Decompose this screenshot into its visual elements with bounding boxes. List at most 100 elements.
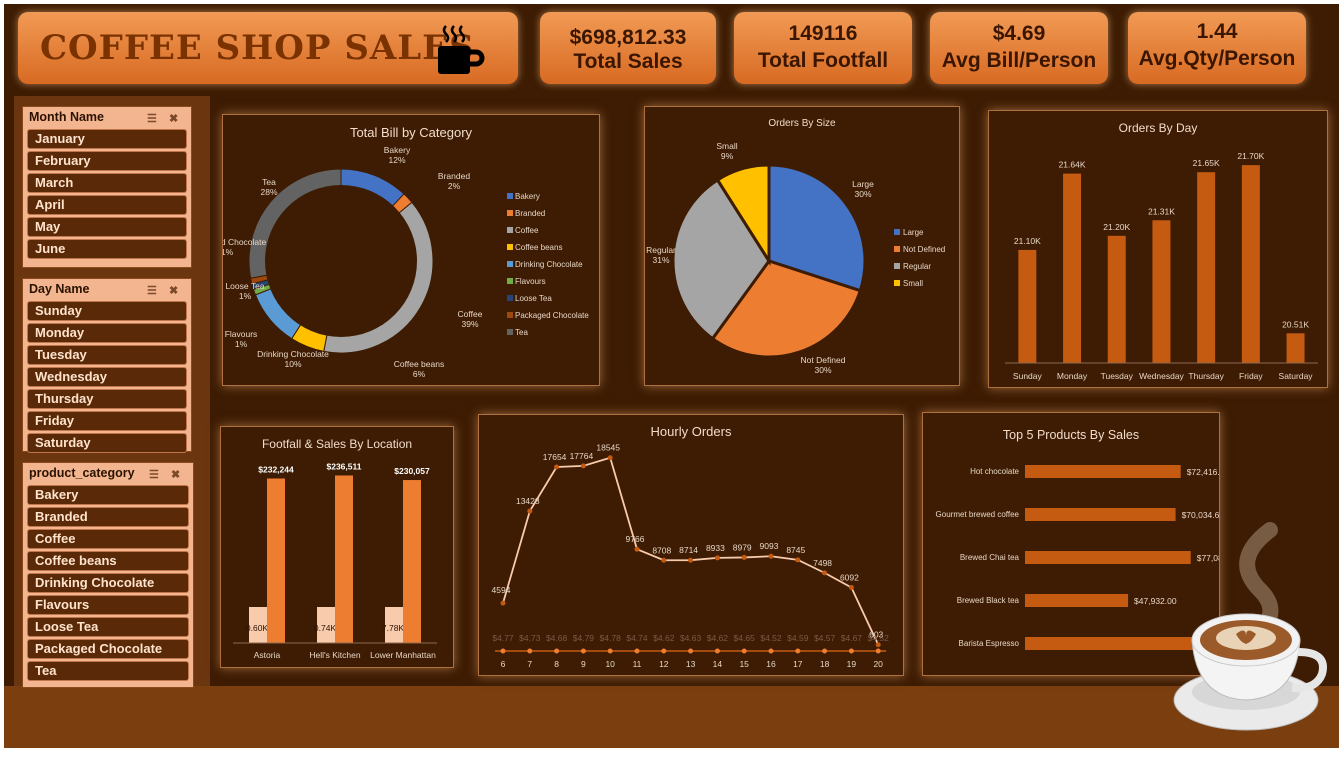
legend-swatch <box>507 193 513 199</box>
legend-label: Not Defined <box>903 245 945 254</box>
data-label: Branded 2% <box>438 171 470 191</box>
tick-label: 11 <box>633 659 642 669</box>
data-point <box>554 464 560 470</box>
pie-slice <box>671 177 771 341</box>
slicer-item-january[interactable]: January <box>27 129 187 149</box>
slicer-item-drinking-chocolate[interactable]: Drinking Chocolate <box>27 573 189 593</box>
data-label: Not Defined 30% <box>801 355 846 375</box>
multi-select-icon[interactable]: ☰ <box>147 285 157 297</box>
slicer-header: Day Name ☰ ✖ <box>23 279 191 299</box>
legend-label: Large <box>903 228 924 237</box>
slicer-item-june[interactable]: June <box>27 239 187 259</box>
tick-label: 15 <box>739 659 749 669</box>
data-label: 6092 <box>840 573 859 583</box>
data-label: $4.63 <box>680 633 702 643</box>
pie-slice <box>710 259 863 359</box>
chart-orders-by-size[interactable]: Orders By Size Large 30% Not Defined 30% Reg… <box>644 106 960 386</box>
chart-top-products[interactable]: Top 5 Products By Sales Hot chocolate $72… <box>922 412 1220 676</box>
slicer-item-bakery[interactable]: Bakery <box>27 485 189 505</box>
bar <box>1025 551 1191 564</box>
tick-label: 16 <box>766 659 776 669</box>
kpi-value: $698,812.33 <box>569 26 687 49</box>
data-label: $230,057 <box>394 466 430 476</box>
data-label: 21.64K <box>1059 160 1086 170</box>
legend-swatch <box>894 229 900 235</box>
kpi-avg-bill: $4.69 Avg Bill/Person <box>930 12 1108 84</box>
data-point <box>580 463 586 469</box>
chart-footfall-sales-location[interactable]: Footfall & Sales By Location 0.60K $232,2… <box>220 426 454 668</box>
slicer-header: Month Name ☰ ✖ <box>23 107 191 127</box>
bar <box>1197 172 1216 363</box>
data-label: $4.52 <box>760 633 782 643</box>
data-label: 8745 <box>786 545 805 555</box>
chart-hourly-orders[interactable]: Hourly Orders 4594 13428 17654 17764 18545 97… <box>478 414 904 676</box>
data-label: 4594 <box>492 585 511 595</box>
slicer-product-category: product_category ☰ ✖ Bakery Branded Coff… <box>22 462 194 688</box>
tick-label: 13 <box>686 659 696 669</box>
slicer-item-tuesday[interactable]: Tuesday <box>27 345 187 365</box>
bar <box>1018 249 1037 363</box>
legend-swatch <box>507 261 513 267</box>
slicer-item-tea[interactable]: Tea <box>27 661 189 681</box>
tick-label: Friday <box>1239 371 1263 381</box>
tick-label: Monday <box>1057 371 1088 381</box>
slicer-item-sunday[interactable]: Sunday <box>27 301 187 321</box>
clear-filter-icon[interactable]: ✖ <box>169 285 179 297</box>
multi-select-icon[interactable]: ☰ <box>149 469 159 481</box>
legend-swatch <box>507 227 513 233</box>
bar <box>1152 220 1171 363</box>
chart-bill-by-category[interactable]: Total Bill by Category Bakery 12% Branded 2… <box>222 114 600 386</box>
slicer-item-loose-tea[interactable]: Loose Tea <box>27 617 189 637</box>
data-label: $4.77 <box>492 633 514 643</box>
slicer-item-april[interactable]: April <box>27 195 187 215</box>
data-label: 7498 <box>813 558 832 568</box>
slicer-item-flavours[interactable]: Flavours <box>27 595 189 615</box>
slicer-item-saturday[interactable]: Saturday <box>27 433 187 453</box>
kpi-label: Avg.Qty/Person <box>1138 47 1296 70</box>
data-point <box>714 648 720 654</box>
slicer-item-may[interactable]: May <box>27 217 187 237</box>
chart-orders-by-day[interactable]: Orders By Day 21.10K Sunday 21.64K Monday 21… <box>988 110 1328 388</box>
bar <box>267 478 285 643</box>
slicer-item-wednesday[interactable]: Wednesday <box>27 367 187 387</box>
data-label: $4.59 <box>787 633 809 643</box>
data-label: $4.62 <box>653 633 675 643</box>
data-point <box>661 648 667 654</box>
bottom-band <box>4 686 1339 748</box>
legend-label: Regular <box>903 262 931 271</box>
clear-filter-icon[interactable]: ✖ <box>171 469 181 481</box>
chart-title: Orders By Size <box>768 118 836 129</box>
slicer-item-branded[interactable]: Branded <box>27 507 189 527</box>
legend-label: Coffee beans <box>515 243 562 252</box>
tick-label: Thursday <box>1188 371 1224 381</box>
bar <box>335 475 353 643</box>
slicer-item-packaged-chocolate[interactable]: Packaged Chocolate <box>27 639 189 659</box>
slicer-item-coffee-beans[interactable]: Coffee beans <box>27 551 189 571</box>
data-label: 18545 <box>596 443 620 453</box>
data-label: Drinking Chocolate 10% <box>257 349 329 369</box>
slicer-item-monday[interactable]: Monday <box>27 323 187 343</box>
slicer-item-coffee[interactable]: Coffee <box>27 529 189 549</box>
tick-label: Brewed Chai tea <box>960 553 1020 562</box>
slicer-item-march[interactable]: March <box>27 173 187 193</box>
tick-label: 8 <box>554 659 559 669</box>
multi-select-icon[interactable]: ☰ <box>147 113 157 125</box>
data-label: $4.52 <box>868 633 890 643</box>
pie-slice <box>715 163 771 267</box>
data-label: $4.67 <box>841 633 863 643</box>
data-point <box>607 648 613 654</box>
data-point <box>661 557 667 563</box>
tick-label: 20 <box>873 659 883 669</box>
kpi-value: $4.69 <box>992 22 1046 45</box>
data-label: 9766 <box>626 534 645 544</box>
clear-filter-icon[interactable]: ✖ <box>169 113 179 125</box>
tick-label: 19 <box>847 659 857 669</box>
tick-label: Astoria <box>254 650 281 660</box>
slicer-item-friday[interactable]: Friday <box>27 411 187 431</box>
data-point <box>688 648 694 654</box>
bar <box>249 607 267 643</box>
slicer-item-february[interactable]: February <box>27 151 187 171</box>
data-label: 7.78K <box>382 623 405 633</box>
legend-swatch <box>507 329 513 335</box>
slicer-item-thursday[interactable]: Thursday <box>27 389 187 409</box>
